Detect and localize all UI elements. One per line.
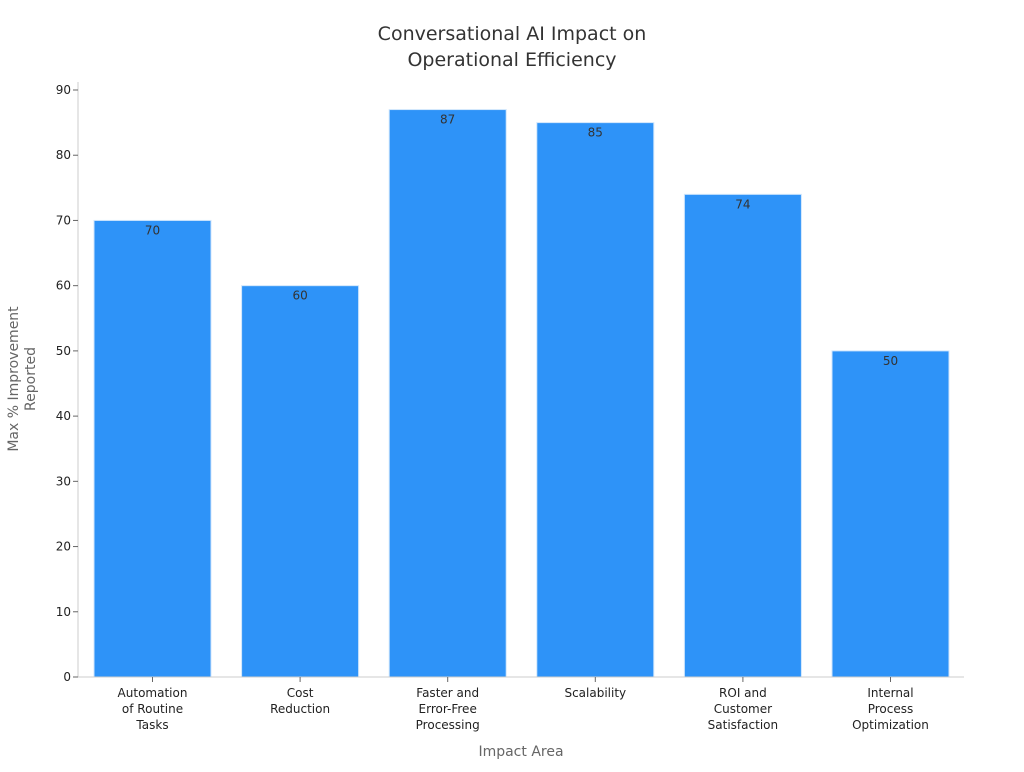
data-label: 60 [292,289,307,303]
bar-3 [536,122,655,678]
y-axis-title-line-2: Reported [23,347,39,411]
x-tick-label: Faster and Error-Free Processing [416,686,480,732]
data-label: 85 [588,126,603,140]
bar-1 [241,285,360,678]
x-tick-label: ROI and Customer Satisfaction [708,686,778,732]
y-tick-label: 50 [56,344,71,358]
x-tick-label-line: Error-Free [419,702,477,716]
x-tick-label-line: Cost [287,686,314,700]
x-tick-label-line: Satisfaction [708,718,778,732]
y-tick-label: 0 [63,670,71,684]
data-label: 74 [735,197,750,211]
y-tick-label: 60 [56,279,71,293]
y-axis-title-line-1: Max % Improvement [6,306,22,452]
x-tick-label-line: Customer [714,702,772,716]
bar-2 [388,109,507,678]
bar-0 [93,219,212,678]
chart-title-line-2: Operational Efficiency [407,49,616,71]
x-tick-label: Automation of Routine Tasks [118,686,188,732]
x-tick-label-line: ROI and [719,686,767,700]
x-tick-label-line: Tasks [135,718,168,732]
x-tick-label-line: Automation [118,686,188,700]
chart-title-line-1: Conversational AI Impact on [378,23,647,45]
y-tick-label: 80 [56,148,71,162]
x-tick-label-line: Scalability [564,686,626,700]
x-tick-label: Scalability [564,686,626,700]
x-tick-label-line: Internal [867,686,913,700]
y-tick-label: 20 [56,540,71,554]
y-tick-label: 70 [56,213,71,227]
x-tick-label-line: Optimization [852,718,929,732]
x-axis-title: Impact Area [478,744,563,760]
x-tick-label-line: Reduction [270,702,330,716]
data-label: 87 [440,113,455,127]
y-tick-label: 40 [56,409,71,423]
x-tick-label-line: of Routine [122,702,183,716]
y-tick-label: 90 [56,83,71,97]
x-tick-label: Cost Reduction [270,686,330,716]
x-tick-label-line: Faster and [416,686,479,700]
y-tick-label: 30 [56,474,71,488]
x-tick-label: Internal Process Optimization [852,686,929,732]
y-tick-label: 10 [56,605,71,619]
data-label: 50 [883,354,898,368]
data-label: 70 [145,223,160,237]
bar-5 [831,350,950,678]
bar-4 [683,193,802,678]
x-tick-label-line: Process [868,702,914,716]
x-tick-label-line: Processing [416,718,480,732]
plot-area: 0 10 20 30 40 50 60 70 80 90 Automation of Routine T… [56,82,964,732]
